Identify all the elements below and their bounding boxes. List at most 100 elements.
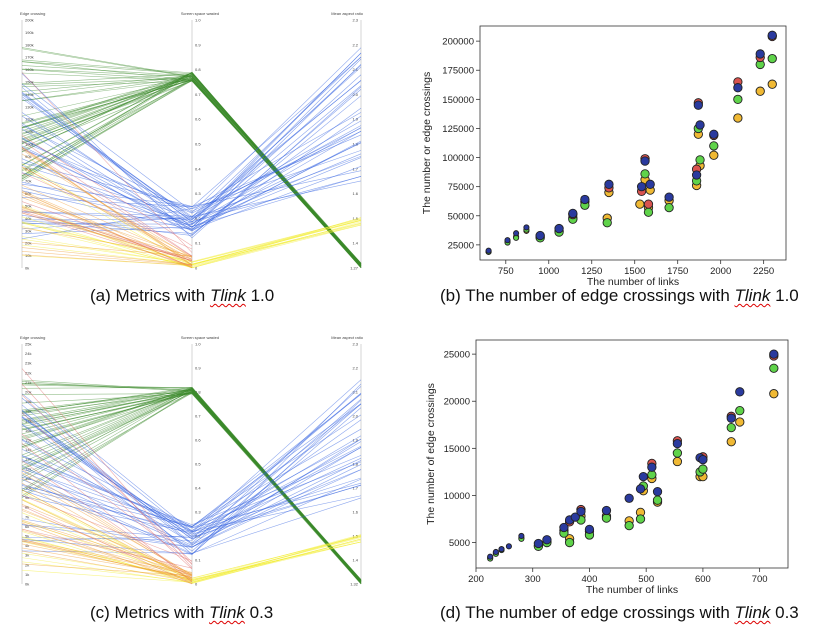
y-axis-label: The number of edge crossings bbox=[425, 383, 437, 525]
data-point-gold bbox=[726, 437, 736, 447]
y-tick-label: 20000 bbox=[444, 397, 470, 408]
pc-line-pc_red bbox=[21, 383, 193, 568]
x-tick-label: 200 bbox=[468, 574, 484, 585]
pc-line-pc_red bbox=[21, 433, 193, 564]
data-point-navy bbox=[554, 223, 564, 234]
pc-line-pc_blue bbox=[21, 56, 362, 208]
scatter-chart-b: 750 1000 1250 1500 1750 2000 2250 25000 50000 750… bbox=[421, 25, 787, 288]
pc-line-pc_blue bbox=[21, 80, 362, 218]
data-point-green bbox=[698, 464, 708, 474]
pc-axis-title: Edge crossing bbox=[20, 11, 45, 16]
pc-line-pc_blue bbox=[21, 83, 362, 212]
pc-line-pc_blue bbox=[21, 120, 362, 217]
caption-c-tlink: Tlink bbox=[209, 603, 245, 622]
pc-tick-label: 0.9 bbox=[195, 42, 201, 47]
data-point-navy bbox=[518, 532, 525, 540]
pc-line-pc_blue bbox=[21, 455, 362, 528]
pc-line-pc_orange bbox=[21, 528, 193, 581]
pc-tick-label: 100k bbox=[25, 142, 34, 147]
pc-line-pc_orange bbox=[21, 543, 193, 579]
pc-tick-label: 0.3 bbox=[195, 510, 201, 515]
pc-line-pc_blue bbox=[21, 127, 362, 214]
pc-line-pc_orange bbox=[21, 166, 193, 260]
data-point-navy bbox=[735, 387, 745, 397]
pc-tick-label: 25k bbox=[25, 342, 31, 347]
data-point-navy bbox=[568, 208, 578, 219]
pc-tick-label: 19k bbox=[25, 399, 31, 404]
data-point-navy bbox=[672, 438, 683, 449]
data-point-gold bbox=[709, 150, 719, 160]
data-point-navy bbox=[769, 349, 779, 359]
data-point-navy bbox=[604, 179, 614, 189]
pc-line-pc_red bbox=[21, 172, 193, 250]
pc-line-pc_orange bbox=[21, 247, 193, 265]
caption-d-tlink: Tlink bbox=[734, 603, 771, 622]
pc-line-pc_blue bbox=[21, 392, 362, 533]
x-tick-label: 1000 bbox=[538, 266, 559, 277]
pc-tick-label: 1k bbox=[25, 572, 29, 577]
pc-line-pc_orange bbox=[21, 539, 193, 574]
pc-tick-label: 1.7 bbox=[352, 166, 358, 171]
pc-tick-label: 6k bbox=[25, 524, 29, 529]
pc-line-pc_orange bbox=[21, 530, 193, 577]
data-point-navy bbox=[624, 493, 634, 503]
parallel-coords-panel-a: Edge crossing 0k 10k 20k 30k 40k 50k 60k 70k 80k 9… bbox=[0, 0, 380, 282]
pc-tick-label: 2.3 bbox=[352, 18, 358, 23]
scatter-panel-b: 750 1000 1250 1500 1750 2000 2250 25000 50000 750… bbox=[412, 18, 792, 288]
pc-tick-label: 1.7 bbox=[352, 486, 358, 491]
pc-tick-label: 2k bbox=[25, 562, 29, 567]
pc-tick-label: 1.0 bbox=[195, 342, 201, 347]
caption-b: (b) The number of edge crossings with Tl… bbox=[440, 286, 799, 306]
x-tick-label: 1500 bbox=[624, 266, 645, 277]
data-point-navy bbox=[513, 230, 520, 237]
pc-tick-label: 16k bbox=[25, 428, 31, 433]
pc-line-pc_blue bbox=[21, 407, 362, 555]
pc-tick-label: 1.6 bbox=[352, 510, 358, 515]
data-point-navy bbox=[580, 194, 590, 205]
pc-tick-label: 0.4 bbox=[195, 486, 201, 491]
data-point-gold bbox=[672, 456, 683, 467]
x-tick-label: 1750 bbox=[667, 266, 688, 277]
pc-tick-label: 2.3 bbox=[352, 342, 358, 347]
pc-line-pc_blue bbox=[21, 47, 362, 213]
pc-tick-label: 2.0 bbox=[352, 414, 358, 419]
y-tick-label: 100000 bbox=[442, 153, 474, 164]
pc-line-pc_green bbox=[21, 393, 362, 585]
x-tick-label: 300 bbox=[525, 574, 541, 585]
pc-line-pc_green bbox=[21, 65, 362, 266]
pc-line-pc_green bbox=[21, 77, 362, 268]
pc-tick-label: 3k bbox=[25, 553, 29, 558]
x-tick-label: 600 bbox=[695, 574, 711, 585]
pc-axis-title: Edge crossing bbox=[20, 335, 45, 340]
pc-tick-label: 1.9 bbox=[352, 438, 358, 443]
data-point-navy bbox=[498, 546, 505, 553]
y-tick-label: 125000 bbox=[442, 124, 474, 135]
data-point-navy bbox=[647, 462, 657, 472]
caption-a-suffix: 1.0 bbox=[245, 286, 275, 305]
y-tick-label: 25000 bbox=[448, 240, 474, 251]
pc-tick-label: 50k bbox=[25, 204, 31, 209]
data-point-navy bbox=[601, 505, 612, 516]
pc-tick-label: 0.1 bbox=[195, 241, 201, 246]
pc-line-pc_orange bbox=[21, 519, 193, 573]
data-point-navy bbox=[726, 413, 736, 423]
pc-tick-label: 0.5 bbox=[195, 462, 201, 467]
pc-tick-label: 0.3 bbox=[195, 191, 201, 196]
pc-line-pc_blue bbox=[21, 410, 362, 546]
data-point-navy bbox=[645, 179, 655, 189]
pc-line-pc_orange bbox=[21, 184, 193, 261]
pc-line-pc_blue bbox=[21, 403, 362, 539]
pc-line-pc_red bbox=[21, 505, 193, 584]
x-tick-label: 400 bbox=[582, 574, 598, 585]
data-point-navy bbox=[492, 548, 499, 556]
pc-tick-label: 0.7 bbox=[195, 92, 201, 97]
pc-tick-label: 0.9 bbox=[195, 366, 201, 371]
data-point-navy bbox=[635, 484, 646, 494]
pc-tick-label: 22k bbox=[25, 370, 31, 375]
caption-c-prefix: (c) Metrics with bbox=[90, 603, 209, 622]
pc-line-pc_orange bbox=[21, 510, 193, 576]
pc-tick-label: 0.8 bbox=[195, 390, 201, 395]
pc-tick-label: 30k bbox=[25, 228, 31, 233]
pc-line-pc_orange bbox=[21, 482, 193, 580]
pc-line-pc_blue bbox=[21, 403, 362, 552]
